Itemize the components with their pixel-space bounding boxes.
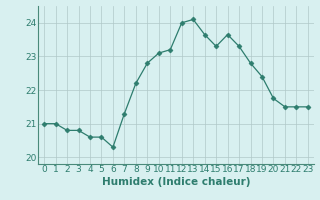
X-axis label: Humidex (Indice chaleur): Humidex (Indice chaleur)	[102, 177, 250, 187]
